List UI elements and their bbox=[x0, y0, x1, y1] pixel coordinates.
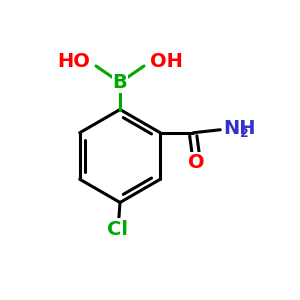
Text: 2: 2 bbox=[240, 127, 249, 140]
Text: OH: OH bbox=[150, 52, 183, 71]
Text: HO: HO bbox=[57, 52, 90, 71]
Text: NH: NH bbox=[223, 119, 256, 138]
Text: B: B bbox=[112, 73, 128, 92]
Text: Cl: Cl bbox=[106, 220, 128, 239]
Text: O: O bbox=[188, 153, 205, 172]
